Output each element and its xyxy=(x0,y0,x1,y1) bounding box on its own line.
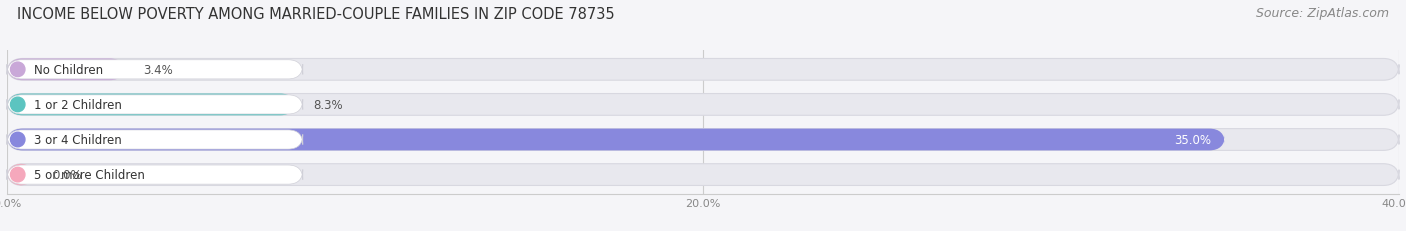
Text: 5 or more Children: 5 or more Children xyxy=(34,168,145,181)
Circle shape xyxy=(10,167,25,182)
Text: 35.0%: 35.0% xyxy=(1174,134,1211,146)
FancyBboxPatch shape xyxy=(7,94,1399,116)
Text: 8.3%: 8.3% xyxy=(314,98,343,111)
FancyBboxPatch shape xyxy=(7,59,125,81)
Text: Source: ZipAtlas.com: Source: ZipAtlas.com xyxy=(1256,7,1389,20)
FancyBboxPatch shape xyxy=(7,164,35,186)
Text: 0.0%: 0.0% xyxy=(52,168,82,181)
FancyBboxPatch shape xyxy=(7,165,302,184)
FancyBboxPatch shape xyxy=(7,94,295,116)
Text: No Children: No Children xyxy=(34,64,103,76)
FancyBboxPatch shape xyxy=(7,129,1399,151)
FancyBboxPatch shape xyxy=(7,164,1399,186)
Circle shape xyxy=(10,98,25,112)
Text: 3 or 4 Children: 3 or 4 Children xyxy=(34,134,121,146)
Circle shape xyxy=(10,133,25,147)
Text: 3.4%: 3.4% xyxy=(143,64,173,76)
FancyBboxPatch shape xyxy=(7,129,1225,151)
FancyBboxPatch shape xyxy=(7,61,302,79)
Circle shape xyxy=(10,63,25,77)
FancyBboxPatch shape xyxy=(7,59,1399,81)
FancyBboxPatch shape xyxy=(7,95,302,115)
Text: INCOME BELOW POVERTY AMONG MARRIED-COUPLE FAMILIES IN ZIP CODE 78735: INCOME BELOW POVERTY AMONG MARRIED-COUPL… xyxy=(17,7,614,22)
FancyBboxPatch shape xyxy=(7,130,302,149)
Text: 1 or 2 Children: 1 or 2 Children xyxy=(34,98,121,111)
